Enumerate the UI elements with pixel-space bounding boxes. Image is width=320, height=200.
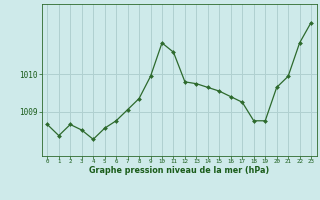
X-axis label: Graphe pression niveau de la mer (hPa): Graphe pression niveau de la mer (hPa) [89, 166, 269, 175]
